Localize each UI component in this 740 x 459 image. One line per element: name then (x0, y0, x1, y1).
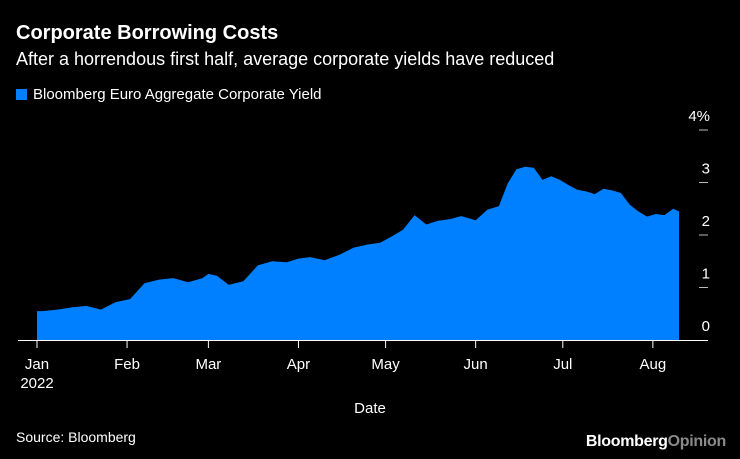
x-axis: Jan Feb Mar Apr May Jun Jul Aug 2022 Date (18, 340, 708, 417)
x-axis-title: Date (354, 400, 386, 417)
y-tick-label: 2 (702, 213, 710, 230)
brand-main: Bloomberg (585, 433, 668, 450)
y-tick-label: 0 (702, 318, 710, 335)
x-tick-label: Jul (553, 356, 572, 373)
chart-legend: Bloomberg Euro Aggregate Corporate Yield (16, 86, 322, 103)
legend-label: Bloomberg Euro Aggregate Corporate Yield (33, 86, 322, 103)
plot-area (37, 166, 679, 340)
x-tick-label: Aug (640, 356, 667, 373)
brand-logo: BloombergOpinion (586, 433, 726, 451)
x-tick-label: May (371, 356, 400, 373)
x-year-label: 2022 (20, 375, 53, 392)
chart-title: Corporate Borrowing Costs (16, 22, 279, 44)
x-tick-label: Apr (287, 356, 310, 373)
y-tick-label: 3 (702, 161, 710, 178)
x-tick-label: Feb (114, 356, 140, 373)
x-tick-label: Mar (195, 356, 221, 373)
legend-swatch (16, 89, 27, 100)
y-tick-label: 1 (702, 266, 710, 283)
source-note: Source: Bloomberg (16, 429, 136, 445)
x-tick-label: Jun (464, 356, 488, 373)
series-area (37, 166, 679, 340)
brand-suffix: Opinion (667, 433, 727, 450)
chart-subtitle: After a horrendous first half, average c… (16, 49, 555, 69)
y-axis: 0 1 2 3 4% (688, 108, 710, 335)
y-tick-label: 4% (688, 108, 710, 125)
x-tick-label: Jan (25, 356, 49, 373)
